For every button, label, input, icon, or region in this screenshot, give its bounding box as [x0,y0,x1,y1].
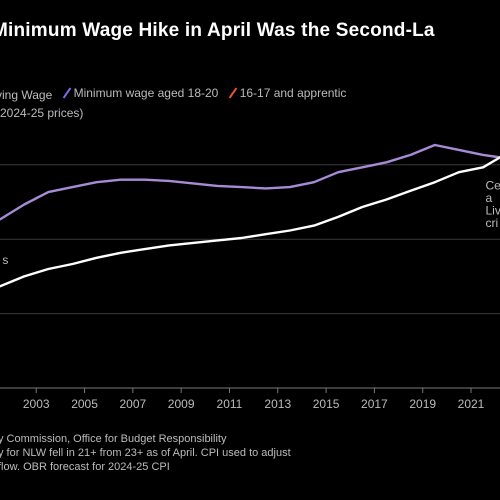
footer-note-line: y for NLW fell in 21+ from 23+ as of Apr… [0,447,291,459]
annotation-2: a [486,191,493,205]
legend-label-16-17-apprentice: 16-17 and apprentic [239,86,347,100]
x-tick-label-2013: 2013 [264,397,291,411]
x-tick-label-2007: 2007 [119,397,146,411]
footer-source-line: y Commission, Office for Budget Responsi… [0,433,227,445]
footer-forecast-line: flow. OBR forecast for 2024-25 CPI [0,461,170,473]
annotation-3: Liv [486,203,500,217]
series-line-minimum-wage-aged-18-20 [0,143,500,221]
x-tick-label-2015: 2015 [313,397,340,411]
annotation-4: cri [486,216,499,230]
x-tick-label-2021: 2021 [458,397,485,411]
x-tick-label-2019: 2019 [409,397,436,411]
annotation-1: Ce [486,179,500,193]
legend-label-minimum-wage-18-20: Minimum wage aged 18-20 [73,86,219,100]
legend-label-living-wage: ving Wage [0,88,53,102]
legend-item-16-17-apprentice: 16-17 and apprentic [228,86,347,100]
chart-legend: ving Wage Minimum wage aged 18-20 16-17 … [0,86,356,102]
x-tick-label-2005: 2005 [71,397,98,411]
annotation-0: s [2,253,8,267]
x-tick-label-2009: 2009 [168,397,195,411]
legend-item-living-wage: ving Wage [0,88,52,102]
chart-title: Minimum Wage Hike in April Was the Secon… [0,20,435,41]
x-tick-label-2011: 2011 [217,397,243,411]
chart-footer: y Commission, Office for Budget Responsi… [0,432,291,474]
series-line-ving-wage [0,156,500,288]
x-tick-label-2017: 2017 [361,397,388,411]
legend-item-minimum-wage-18-20: Minimum wage aged 18-20 [62,86,219,100]
chart-subtitle: (2024-25 prices) [0,106,84,120]
x-tick-label-2003: 2003 [23,397,50,411]
